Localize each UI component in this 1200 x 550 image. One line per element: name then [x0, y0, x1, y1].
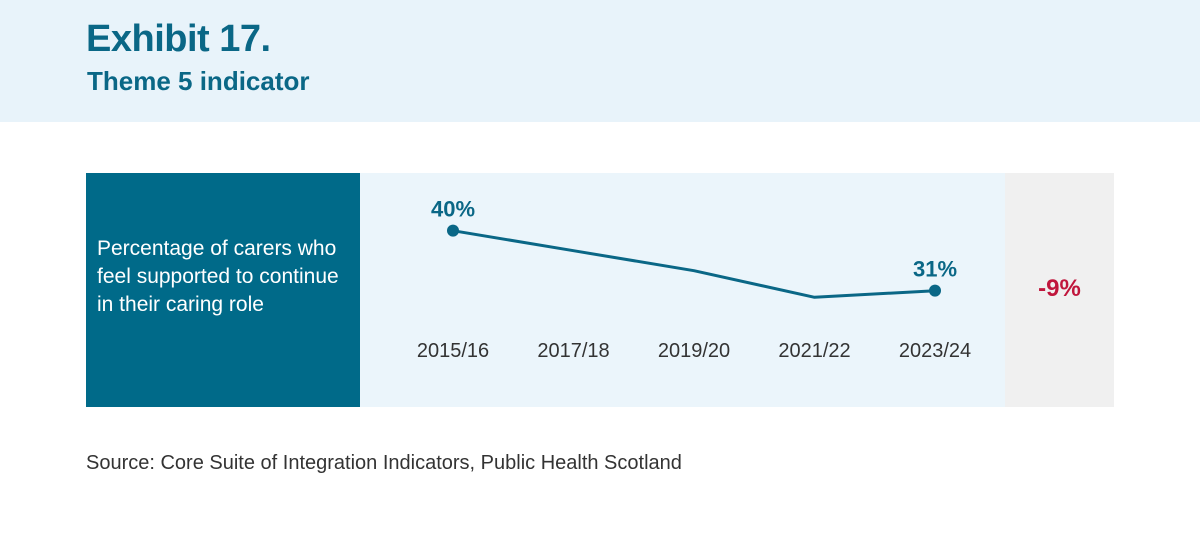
indicator-label: Percentage of carers who feel supported …: [97, 237, 339, 316]
x-tick-label: 2015/16: [417, 340, 489, 362]
source-note: Source: Core Suite of Integration Indica…: [86, 452, 682, 474]
change-panel: -9%: [1005, 173, 1114, 407]
indicator-label-box: Percentage of carers who feel supported …: [86, 173, 360, 407]
x-tick-label: 2021/22: [778, 340, 850, 362]
data-label: 31%: [913, 257, 957, 282]
x-tick-label: 2017/18: [537, 340, 609, 362]
x-tick-label: 2023/24: [899, 340, 971, 362]
data-point-marker: [447, 224, 459, 237]
chart-panel: 40% 31% 2015/16 2017/18 2019/20 2021/22 2023/…: [360, 173, 1005, 407]
line-chart: 40% 31% 2015/16 2017/18 2019/20 2021/22 2023/…: [417, 197, 971, 362]
data-point-marker: [929, 284, 941, 297]
change-value: -9%: [1038, 275, 1081, 302]
series-line: [452, 229, 936, 299]
exhibit-subtitle: Theme 5 indicator: [87, 66, 310, 96]
exhibit-title: Exhibit 17.: [86, 18, 271, 60]
data-label: 40%: [431, 197, 475, 222]
x-tick-label: 2019/20: [658, 340, 730, 362]
exhibit-header: Exhibit 17. Theme 5 indicator: [0, 0, 1200, 122]
